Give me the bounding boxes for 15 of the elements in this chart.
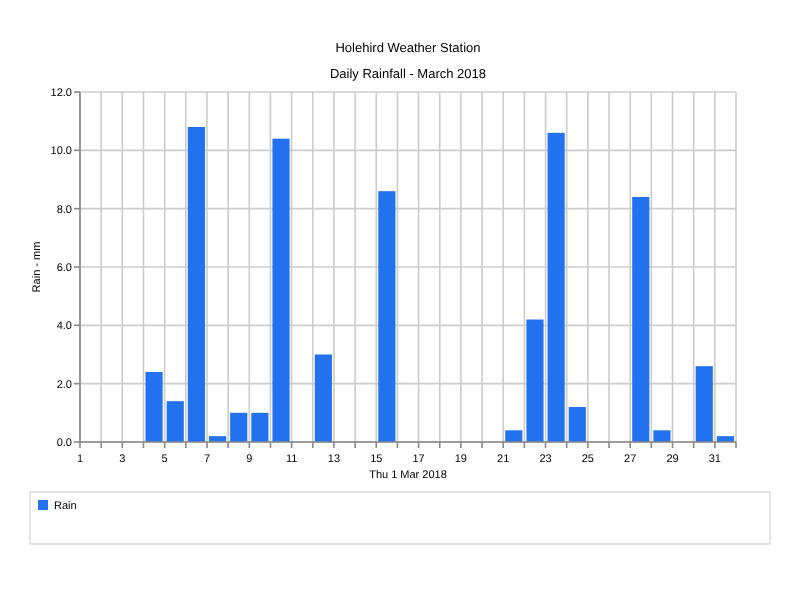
bar — [632, 197, 650, 442]
bar — [653, 430, 671, 442]
bar — [166, 401, 184, 442]
bar — [187, 127, 205, 442]
bar — [378, 191, 396, 442]
bar — [251, 412, 269, 442]
bar — [526, 319, 544, 442]
bar — [272, 138, 290, 442]
bar — [547, 132, 565, 442]
bar — [568, 407, 586, 442]
bar — [314, 354, 332, 442]
bar — [230, 412, 248, 442]
bar — [145, 372, 163, 442]
bar — [505, 430, 523, 442]
bar — [695, 366, 713, 442]
